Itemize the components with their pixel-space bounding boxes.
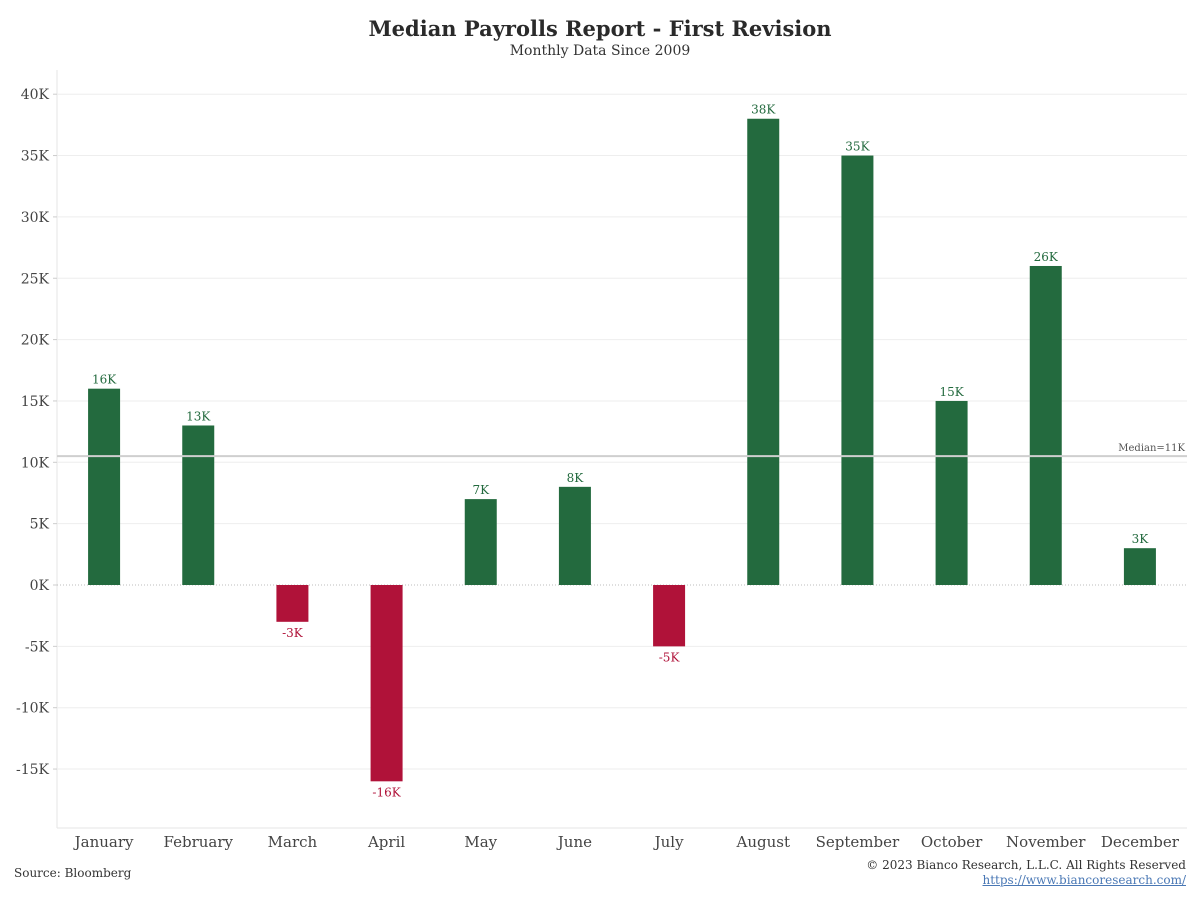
website-link[interactable]: https://www.biancoresearch.com/ (982, 873, 1186, 887)
bar (1123, 548, 1156, 585)
y-tick-label: 30K (21, 210, 50, 226)
y-tick-label: 35K (21, 149, 50, 165)
y-tick-label: 25K (21, 271, 50, 287)
data-label: 8K (567, 471, 585, 485)
x-tick-label: July (653, 833, 684, 851)
data-label: 13K (186, 409, 211, 423)
x-tick-label: June (556, 833, 592, 851)
y-tick-label: 40K (21, 87, 50, 103)
bar (747, 118, 780, 586)
bar (558, 486, 591, 585)
chart-subtitle: Monthly Data Since 2009 (509, 43, 691, 59)
bar (370, 585, 403, 782)
y-tick-label: 10K (21, 455, 50, 471)
bar (935, 400, 968, 585)
data-label: 7K (472, 483, 490, 497)
median-label: Median=11K (1118, 443, 1185, 454)
data-label: 16K (92, 373, 117, 387)
data-label: 26K (1034, 250, 1059, 264)
data-label: 38K (751, 103, 776, 117)
y-tick-label: 20K (21, 333, 50, 349)
bar (841, 155, 874, 586)
bar (653, 585, 686, 647)
bar (182, 425, 215, 585)
x-tick-label: January (73, 833, 134, 851)
data-label: -5K (659, 650, 681, 664)
y-tick-label: -10K (16, 701, 50, 717)
data-label: 15K (939, 385, 964, 399)
bar (276, 585, 309, 622)
x-tick-label: August (736, 833, 790, 851)
x-tick-label: February (164, 833, 234, 851)
y-tick-label: -15K (16, 762, 50, 778)
bar (88, 388, 121, 585)
data-label: 35K (845, 140, 870, 154)
x-tick-label: May (464, 833, 497, 851)
data-label: -16K (372, 785, 401, 799)
data-label: 3K (1132, 532, 1150, 546)
y-tick-label: 0K (30, 578, 50, 594)
bar (464, 499, 497, 585)
x-tick-label: October (921, 833, 983, 851)
x-tick-label: December (1101, 833, 1180, 851)
copyright-text: © 2023 Bianco Research, L.L.C. All Right… (866, 858, 1186, 872)
x-tick-label: September (816, 833, 900, 851)
footer-credits: © 2023 Bianco Research, L.L.C. All Right… (866, 858, 1186, 888)
x-tick-label: April (367, 833, 405, 851)
x-tick-label: March (268, 833, 318, 851)
bar (1029, 265, 1062, 585)
x-tick-label: November (1006, 833, 1086, 851)
data-label: -3K (282, 626, 304, 640)
y-tick-label: -5K (25, 639, 50, 655)
chart-title: Median Payrolls Report - First Revision (368, 16, 832, 41)
y-tick-label: 5K (30, 517, 50, 533)
source-note: Source: Bloomberg (14, 866, 132, 880)
y-tick-label: 15K (21, 394, 50, 410)
